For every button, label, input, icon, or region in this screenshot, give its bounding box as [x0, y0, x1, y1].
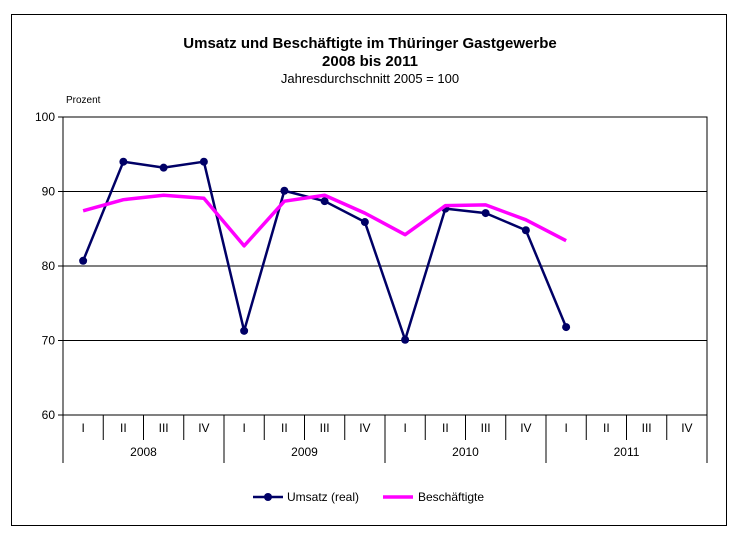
- data-point-umsatz: [159, 163, 168, 172]
- y-tick-label: 80: [42, 259, 56, 273]
- x-tick-label-quarter: III: [642, 421, 652, 435]
- series-line-beschaeftigte: [82, 193, 567, 248]
- data-point-umsatz: [240, 326, 249, 335]
- data-point-umsatz: [360, 218, 369, 227]
- data-point-umsatz: [199, 157, 208, 166]
- x-tick-label-year: 2009: [291, 445, 318, 459]
- legend-label: Umsatz (real): [287, 490, 359, 504]
- x-tick-label-quarter: I: [81, 421, 84, 435]
- chart-title: Umsatz und Beschäftigte im Thüringer Gas…: [183, 35, 557, 52]
- x-tick-label-year: 2011: [614, 445, 640, 459]
- data-point-umsatz: [280, 186, 289, 195]
- legend-marker: [264, 493, 272, 501]
- x-tick-label-quarter: II: [603, 421, 610, 435]
- x-tick-label-quarter: IV: [198, 421, 209, 435]
- data-point-umsatz: [521, 226, 530, 235]
- data-point-umsatz: [320, 197, 329, 206]
- x-tick-label-quarter: I: [403, 421, 406, 435]
- x-tick-label-quarter: II: [281, 421, 288, 435]
- data-point-umsatz: [401, 335, 410, 344]
- chart-subtitle: Jahresdurchschnitt 2005 = 100: [280, 71, 460, 86]
- chart-frame: [11, 14, 727, 526]
- data-point-umsatz: [481, 209, 490, 218]
- y-tick-label: 100: [35, 110, 55, 124]
- y-axis-label: Prozent: [66, 95, 101, 106]
- x-tick-label-quarter: II: [120, 421, 127, 435]
- x-tick-label-year: 2010: [452, 445, 479, 459]
- data-point-umsatz: [562, 323, 571, 332]
- x-tick-label-quarter: II: [442, 421, 449, 435]
- x-tick-label-year: 2008: [130, 445, 157, 459]
- y-tick-label: 60: [42, 408, 56, 422]
- x-tick-label-quarter: IV: [520, 421, 531, 435]
- y-tick-label: 90: [42, 185, 56, 199]
- x-tick-label-quarter: I: [242, 421, 245, 435]
- legend-label: Beschäftigte: [418, 490, 484, 504]
- y-tick-label: 70: [42, 334, 56, 348]
- data-point-umsatz: [79, 256, 88, 265]
- chart-title-line2: 2008 bis 2011: [322, 53, 418, 70]
- data-point-umsatz: [119, 157, 128, 166]
- x-tick-label-quarter: IV: [681, 421, 692, 435]
- x-tick-label-quarter: III: [159, 421, 169, 435]
- x-tick-label-quarter: III: [481, 421, 491, 435]
- x-tick-label-quarter: I: [564, 421, 567, 435]
- x-tick-label-quarter: IV: [359, 421, 370, 435]
- x-tick-label-quarter: III: [320, 421, 330, 435]
